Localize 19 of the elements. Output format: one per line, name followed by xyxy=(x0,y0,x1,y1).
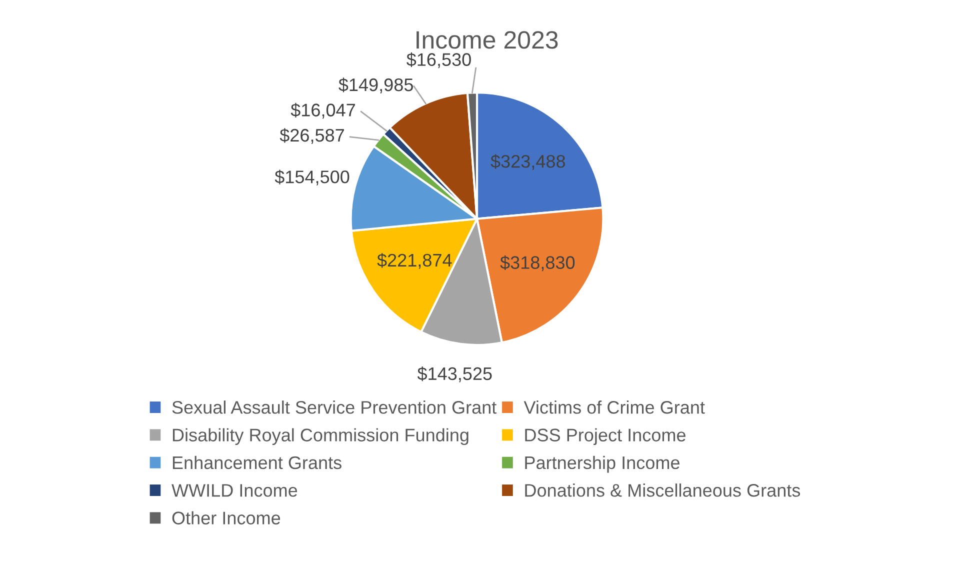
legend-label: Enhancement Grants xyxy=(172,456,342,470)
legend-label: WWILD Income xyxy=(172,484,298,497)
data-label: $149,985 xyxy=(338,78,413,94)
data-label: $221,874 xyxy=(377,253,452,269)
data-label: $323,488 xyxy=(490,154,565,170)
data-label: $143,525 xyxy=(417,366,492,382)
legend-label: Partnership Income xyxy=(525,456,680,473)
legend-label: Sexual Assault Service Prevention Grant xyxy=(172,400,497,414)
chart-title: Income 2023 xyxy=(416,31,558,49)
data-label: $154,500 xyxy=(274,170,350,186)
data-label: $16,047 xyxy=(290,102,355,119)
legend-label: Other Income xyxy=(172,511,280,524)
legend-label: Donations & Miscellaneous Grants xyxy=(525,484,800,497)
legend-label: Victims of Crime Grant xyxy=(524,400,705,414)
data-label: $318,830 xyxy=(500,255,575,272)
legend-label: DSS Project Income xyxy=(525,428,686,446)
data-label: $26,587 xyxy=(280,128,344,144)
legend-label: Disability Royal Commission Funding xyxy=(172,428,468,446)
data-label: $16,530 xyxy=(406,52,471,68)
